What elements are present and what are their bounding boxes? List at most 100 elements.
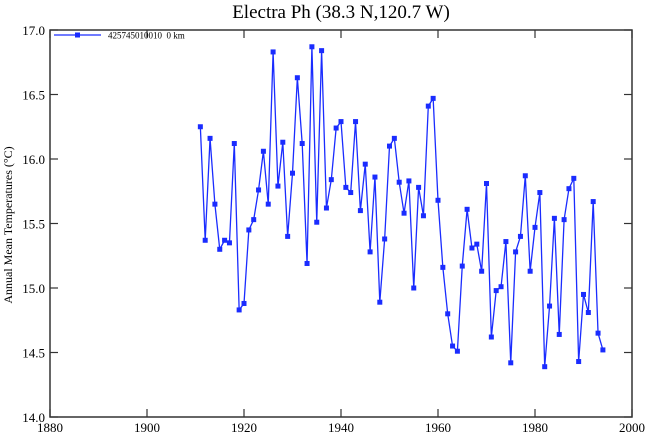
- data-point: [590, 199, 596, 205]
- data-point: [585, 310, 591, 316]
- data-point: [270, 49, 276, 55]
- data-point: [556, 331, 562, 337]
- data-point: [547, 303, 553, 309]
- data-point: [226, 240, 232, 246]
- x-tick-label: 1920: [231, 420, 257, 435]
- data-point: [197, 124, 203, 130]
- data-point: [309, 44, 315, 50]
- data-point: [290, 170, 295, 176]
- data-point: [416, 184, 422, 190]
- data-point: [479, 268, 485, 274]
- data-point: [372, 174, 378, 180]
- data-point: [396, 179, 402, 185]
- data-point: [285, 233, 291, 239]
- data-point: [299, 141, 305, 147]
- data-point: [348, 190, 354, 196]
- data-point: [323, 205, 329, 211]
- data-point: [513, 249, 519, 255]
- data-point: [328, 177, 334, 183]
- data-point: [576, 359, 582, 365]
- data-point: [319, 48, 325, 54]
- data-point: [251, 217, 257, 223]
- data-point: [401, 210, 407, 216]
- data-point: [595, 330, 601, 336]
- series-line: [199, 46, 604, 367]
- y-tick-label: 15.5: [22, 217, 45, 232]
- data-point: [207, 135, 213, 141]
- data-point: [454, 348, 460, 354]
- data-point: [450, 343, 456, 349]
- data-point: [420, 213, 426, 219]
- data-point: [217, 246, 223, 252]
- data-point: [353, 119, 359, 125]
- data-point: [343, 184, 349, 190]
- y-tick-label: 14.5: [22, 346, 45, 361]
- data-point: [304, 260, 310, 266]
- data-point: [430, 95, 436, 101]
- data-point: [440, 264, 446, 270]
- data-point: [294, 75, 300, 81]
- data-point: [571, 175, 577, 181]
- data-point: [202, 237, 208, 243]
- data-point: [314, 219, 320, 225]
- x-tick-label: 1960: [425, 420, 451, 435]
- data-point: [435, 197, 441, 203]
- data-point: [357, 208, 363, 214]
- data-point: [333, 125, 339, 131]
- y-tick-label: 17.0: [22, 23, 45, 38]
- legend-label: 425745010010 0 km: [108, 31, 185, 41]
- y-tick-label: 14.0: [22, 410, 45, 425]
- y-tick-label: 16.5: [22, 88, 45, 103]
- data-point: [265, 201, 271, 207]
- data-point: [387, 143, 392, 149]
- legend-marker: [75, 32, 80, 38]
- data-point: [508, 360, 514, 366]
- data-point: [459, 263, 465, 269]
- data-point: [236, 307, 242, 313]
- x-tick-label: 2000: [619, 420, 645, 435]
- data-point: [241, 300, 247, 306]
- data-point: [503, 239, 509, 245]
- data-point: [275, 183, 281, 189]
- data-point: [542, 364, 548, 370]
- data-point: [493, 288, 499, 294]
- chart-title: Electra Ph (38.3 N,120.7 W): [232, 2, 450, 23]
- data-point: [527, 268, 533, 274]
- legend: 425745010010 0 km: [54, 31, 185, 41]
- data-point: [561, 217, 567, 223]
- data-point: [362, 161, 368, 167]
- data-point: [411, 285, 417, 291]
- data-point: [532, 224, 538, 230]
- y-tick-label: 16.0: [22, 152, 45, 167]
- data-point: [600, 347, 606, 353]
- data-point: [474, 241, 480, 247]
- x-tick-label: 1980: [522, 420, 548, 435]
- data-point: [212, 201, 218, 207]
- x-tick-label: 1900: [134, 420, 160, 435]
- data-point: [246, 227, 252, 233]
- data-point: [425, 103, 431, 109]
- y-axis-label: Annual Mean Temperatures (°C): [1, 146, 15, 303]
- data-point: [522, 173, 528, 179]
- data-point: [581, 291, 586, 297]
- data-point: [377, 299, 383, 305]
- x-tick-label: 1940: [328, 420, 354, 435]
- data-point: [464, 206, 470, 212]
- data-point: [537, 190, 543, 196]
- data-point: [231, 141, 237, 147]
- data-point: [469, 245, 475, 251]
- data-point: [551, 215, 557, 221]
- data-point: [260, 148, 266, 154]
- data-point: [367, 249, 373, 255]
- y-tick-label: 15.0: [22, 281, 45, 296]
- data-point: [484, 181, 489, 187]
- data-point: [498, 284, 504, 290]
- data-point: [517, 233, 523, 239]
- data-point: [566, 186, 572, 192]
- data-point: [488, 334, 494, 340]
- data-point: [338, 119, 344, 125]
- data-point: [256, 187, 262, 193]
- data-point: [382, 236, 388, 242]
- data-point: [222, 237, 228, 243]
